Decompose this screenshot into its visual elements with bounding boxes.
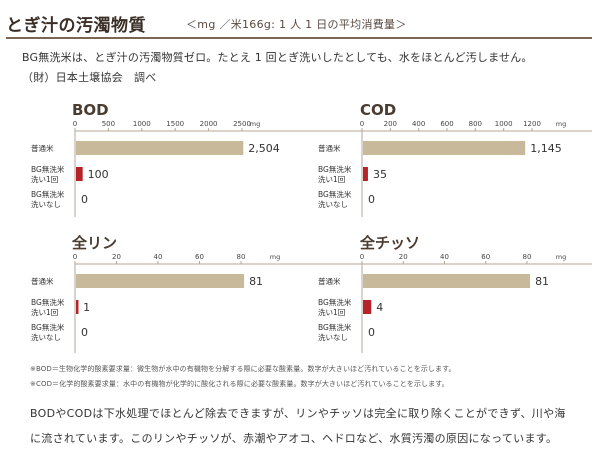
chart-1-category-label: 洗い1回 [31,174,58,184]
chart-2-tick-label: 1200 [523,120,541,128]
chart-3-data-label: 1 [83,301,90,314]
chart-4-data-label: 0 [368,326,375,339]
chart-4-category-label: BG無洗米 [318,322,352,332]
chart-2-category-label: BG無洗米 [318,164,352,174]
chart-2-data-label: 1,145 [530,142,562,155]
chart-3-tick-label: 20 [112,253,121,261]
chart-4-category-label: 洗い1回 [318,307,345,317]
chart-1-tick-label: 1000 [133,120,151,128]
note-bod: ※BOD＝生物化学的酸素要求量：微生物が水中の有機物を分解する際に必要な酸素量。… [30,365,456,373]
chart-2-tick-label: 400 [412,120,425,128]
intro-text: BG無洗米は、とぎ汁の汚濁物質ゼロ。たとえ 1 回とぎ洗いしたとしても、水をほと… [22,51,533,64]
chart-2-tick-label: 0 [360,120,364,128]
intro-source: （財）日本土壌協会 調べ [22,71,157,84]
chart-3-data-label: 0 [81,326,88,339]
chart-3-title: 全リン [71,234,117,252]
chart-2-tick-label: 800 [469,120,482,128]
chart-1-bar [76,167,83,181]
chart-1-category-label: 普通米 [31,143,54,153]
chart-1-tick-label: 500 [102,120,115,128]
chart-4-tick-label: 60 [481,253,490,261]
chart-4-data-label: 81 [535,275,549,288]
chart-3-tick-label: 60 [195,253,204,261]
chart-2-data-label: 0 [368,193,375,206]
chart-2-unit: mg [556,120,566,128]
chart-3-category-label: 洗い1回 [31,307,58,317]
chart-1-tick-label: 2000 [200,120,218,128]
chart-2-category-label: BG無洗米 [318,189,352,199]
chart-2-tick-label: 200 [384,120,397,128]
chart-2-title: COD [360,101,396,119]
chart-1-category-label: 洗いなし [31,199,61,209]
chart-3-data-label: 81 [249,275,263,288]
chart-4-category-label: 洗いなし [318,332,348,342]
header-rule [6,37,592,39]
chart-3-category-label: BG無洗米 [31,297,65,307]
chart-4-unit: mg [556,253,566,261]
page-title: とぎ汁の汚濁物質 [6,16,146,36]
chart-3-tick-label: 40 [154,253,163,261]
page-subtitle: ＜mg ／米166g: 1 人 1 日の平均消費量＞ [186,18,407,31]
chart-2-data-label: 35 [373,168,387,181]
chart-4-category-label: 普通米 [318,276,341,286]
chart-1-tick-label: 2500 [233,120,251,128]
chart-2-category-label: 洗い1回 [318,174,345,184]
chart-4-bar [363,300,372,314]
chart-1-tick-label: 0 [73,120,77,128]
chart-4-data-label: 4 [376,301,383,314]
chart-3-bar [76,274,245,288]
chart-2-category-label: 洗いなし [318,199,348,209]
chart-4-title: 全チッソ [359,234,420,252]
chart-1-data-label: 2,504 [248,142,280,155]
chart-2-tick-label: 1000 [495,120,513,128]
chart-2-bar [363,167,368,181]
chart-1-bar [76,141,244,155]
footer-text-line1: BODやCODは下水処理でほとんど除去できますが、リンやチッソは完全に取り除くこ… [30,407,566,420]
note-cod: ※COD＝化学的酸素要求量：水中の有機物が化学的に酸化される際に必要な酸素量。数… [30,380,449,388]
chart-3-unit: mg [270,253,280,261]
chart-3-category-label: 洗いなし [31,332,61,342]
chart-2-bar [363,141,526,155]
chart-1-category-label: BG無洗米 [31,164,65,174]
chart-4-category-label: BG無洗米 [318,297,352,307]
chart-2-tick-label: 600 [440,120,453,128]
chart-3-bar [76,300,79,314]
chart-4-tick-label: 80 [523,253,532,261]
chart-1-data-label: 100 [88,168,109,181]
chart-4-tick-label: 0 [360,253,364,261]
chart-1-unit: mg [250,120,260,128]
chart-1-tick-label: 1500 [166,120,184,128]
chart-3-tick-label: 80 [237,253,246,261]
chart-4-bar [363,274,531,288]
chart-2-category-label: 普通米 [318,143,341,153]
chart-1-title: BOD [72,101,109,119]
chart-3-tick-label: 0 [73,253,77,261]
chart-1-data-label: 0 [81,193,88,206]
chart-3-category-label: BG無洗米 [31,322,65,332]
footer-text-line2: に流されています。このリンやチッソが、赤潮やアオコ、ヘドロなど、水質汚濁の原因に… [30,432,558,445]
chart-4-tick-label: 40 [440,253,449,261]
chart-1-category-label: BG無洗米 [31,189,65,199]
chart-4-tick-label: 20 [399,253,408,261]
chart-3-category-label: 普通米 [31,276,54,286]
